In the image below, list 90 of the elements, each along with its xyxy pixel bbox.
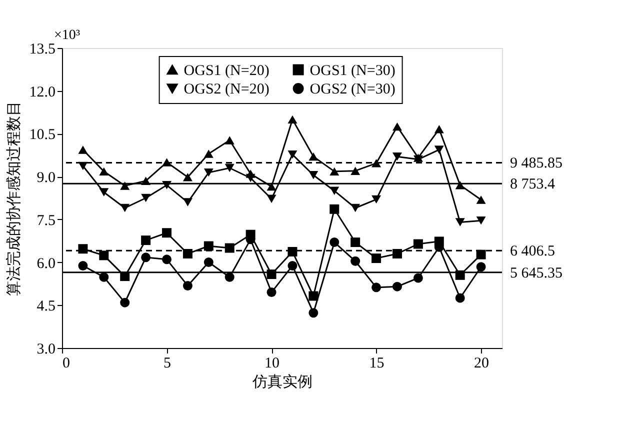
point — [392, 248, 402, 258]
x-tick-label: 10 — [264, 356, 280, 372]
point — [434, 125, 444, 134]
y-tick-label: 6.0 — [36, 256, 56, 272]
point — [162, 228, 172, 238]
legend-label: OGS2 (N=30) — [310, 82, 396, 98]
point — [78, 260, 88, 270]
point — [455, 293, 465, 303]
point — [476, 196, 486, 204]
point — [288, 150, 298, 159]
point — [350, 166, 360, 175]
point — [182, 173, 192, 182]
point — [434, 146, 444, 154]
point — [330, 238, 340, 248]
point — [99, 188, 109, 196]
point — [350, 238, 360, 248]
point — [182, 280, 192, 290]
point — [350, 256, 360, 266]
y-tick-label: 9.0 — [36, 170, 56, 186]
point — [372, 195, 382, 204]
ref-line-label: 6 406.5 — [510, 244, 555, 260]
point — [476, 216, 486, 225]
y-tick-label: 4.5 — [36, 298, 56, 315]
point — [120, 182, 130, 190]
point — [204, 258, 214, 268]
point — [204, 168, 214, 177]
y-axis-title: 算法完成的协作感知过程数目 — [5, 101, 22, 296]
legend-label: OGS1 (N=20) — [184, 62, 270, 79]
point — [182, 198, 192, 206]
point — [288, 260, 298, 270]
point — [99, 250, 109, 260]
point — [182, 248, 192, 258]
y-tick-label: 10.5 — [29, 127, 56, 144]
y-tick-label: 7.5 — [36, 212, 56, 229]
point — [455, 218, 465, 226]
point — [455, 181, 465, 190]
point — [246, 174, 256, 182]
point — [162, 158, 172, 166]
point — [224, 136, 234, 144]
point — [99, 272, 109, 282]
x-tick-label: 20 — [474, 356, 490, 372]
point — [266, 194, 276, 203]
point — [413, 273, 423, 283]
point — [266, 288, 276, 298]
y-tick-label: 13.5 — [29, 42, 56, 58]
ref-line-label: 9 485.85 — [510, 156, 562, 172]
point — [120, 204, 130, 212]
point — [372, 254, 382, 264]
point — [308, 152, 318, 161]
point — [392, 122, 402, 131]
point — [288, 246, 298, 256]
point — [78, 146, 88, 154]
point — [476, 262, 486, 272]
point — [392, 152, 402, 161]
point — [330, 167, 340, 176]
y-tick-label: 12.0 — [29, 84, 56, 100]
point — [99, 167, 109, 176]
x-tick-label: 5 — [164, 356, 172, 372]
x-tick-label: 0 — [62, 356, 70, 372]
text: ×10³ — [54, 28, 80, 43]
x-tick-label: 15 — [369, 356, 384, 372]
point — [162, 254, 172, 264]
legend-label: OGS1 (N=30) — [310, 62, 396, 79]
point — [350, 204, 360, 212]
point — [308, 308, 318, 318]
point — [224, 164, 234, 172]
point — [308, 171, 318, 180]
legend-label: OGS2 (N=20) — [184, 82, 270, 98]
point — [476, 250, 486, 260]
point — [141, 194, 151, 202]
point — [141, 236, 151, 246]
point — [204, 150, 214, 158]
point — [330, 204, 340, 214]
point — [392, 282, 402, 292]
ref-line-label: 8 753.4 — [510, 176, 556, 193]
point — [78, 244, 88, 254]
point — [288, 115, 298, 124]
point — [204, 241, 214, 251]
x-axis-title: 仿真实例 — [252, 374, 312, 390]
y-tick-label: 3.0 — [36, 342, 56, 358]
point — [141, 252, 151, 262]
point — [120, 298, 130, 308]
ref-line-label: 5 645.35 — [510, 265, 562, 282]
point — [330, 186, 340, 195]
point — [413, 239, 423, 249]
point — [266, 182, 276, 191]
point — [372, 159, 382, 168]
point — [308, 291, 318, 301]
point — [372, 282, 382, 292]
point — [224, 272, 234, 282]
